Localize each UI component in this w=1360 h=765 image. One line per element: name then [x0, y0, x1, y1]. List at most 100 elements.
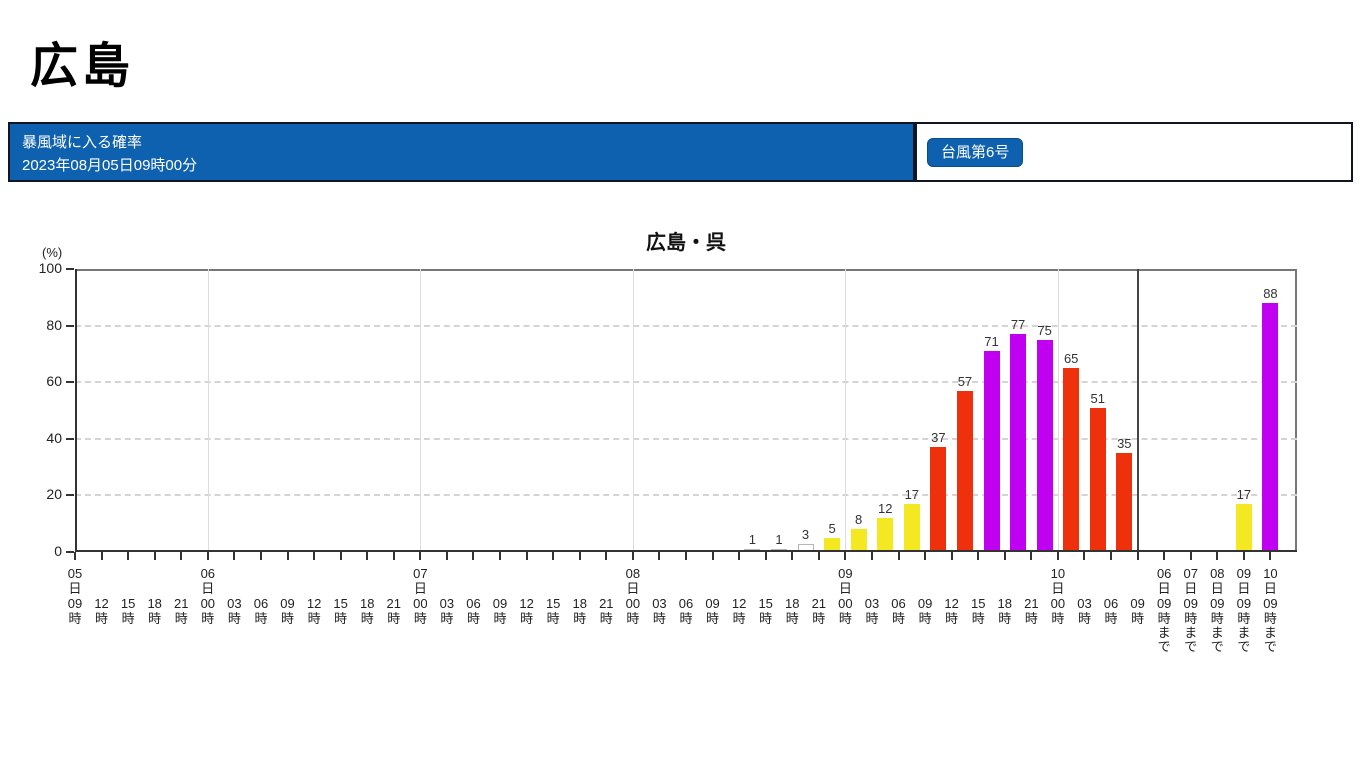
x-tick-label: 09 時 [280, 596, 295, 626]
y-axis-line [75, 269, 77, 552]
x-tick-label: 12 時 [306, 596, 322, 626]
typhoon-badge[interactable]: 台風第6号 [927, 137, 1024, 167]
plot-frame-right [1295, 269, 1297, 552]
x-tick-label: 06 時 [253, 596, 269, 626]
day-gridline [207, 269, 209, 552]
x-axis: 05 日 09 時 12 時 15 時 18 時 21 時 06 日 00 時 03 時 06 時 09 時… [68, 566, 1297, 686]
y-tick-label: 60 [46, 373, 62, 390]
bar-value-label: 65 [1063, 351, 1079, 367]
x-tick-label: 08 日 00 時 [625, 566, 641, 626]
x-tick-label: 09 時 [1130, 596, 1145, 626]
y-tick-label: 100 [38, 260, 62, 276]
x-tick-label: 10 日 00 時 [1050, 566, 1066, 626]
info-banner: 暴風域に入る確率 2023年08月05日09時00分 [8, 122, 915, 182]
x-tick-label: 07 日 00 時 [413, 566, 428, 626]
x-tick-label: 12 時 [519, 596, 534, 626]
x-tick-label: 06 時 [891, 596, 906, 626]
x-tick-label: 03 時 [227, 596, 242, 626]
y-gridline [75, 494, 1297, 497]
x-axis-line [75, 550, 1297, 552]
x-tick-label: 09 日 09 時まで [1236, 566, 1252, 654]
x-tick-mark [472, 552, 475, 560]
x-tick-mark [1083, 552, 1086, 560]
y-tick-mark [66, 437, 74, 440]
x-tick-mark [233, 552, 236, 560]
y-tick-mark [66, 381, 74, 384]
x-tick-mark [100, 552, 103, 560]
day-gridline [632, 269, 634, 552]
x-tick-mark [313, 552, 316, 560]
x-tick-mark [817, 552, 820, 560]
bar-hourly [956, 390, 973, 552]
x-tick-label: 21 時 [599, 596, 614, 626]
bar-cumulative [1235, 503, 1252, 552]
x-tick-mark [1242, 552, 1245, 560]
y-tick-mark [66, 494, 74, 497]
x-tick-label: 06 時 [466, 596, 481, 626]
y-tick-label: 0 [54, 543, 62, 559]
bar-value-label: 37 [931, 430, 946, 446]
bar-hourly [1063, 368, 1080, 552]
bar-hourly [1116, 452, 1133, 552]
x-tick-mark [711, 552, 714, 560]
x-tick-mark [1136, 552, 1139, 560]
y-gridline [75, 437, 1297, 440]
x-tick-label: 09 日 00 時 [838, 566, 853, 626]
x-tick-mark [870, 552, 873, 560]
bar-value-label: 71 [984, 334, 999, 350]
bar-hourly [850, 529, 867, 552]
x-tick-label: 15 時 [545, 596, 561, 626]
x-tick-mark [685, 552, 687, 560]
x-tick-mark [74, 552, 76, 560]
info-banner-title: 暴風域に入る確率 [22, 134, 143, 151]
x-tick-label: 06 日 00 時 [200, 566, 216, 626]
y-tick-label: 80 [46, 316, 62, 333]
bar-hourly [1089, 407, 1106, 552]
x-tick-mark [1216, 552, 1219, 560]
bar-value-label: 5 [828, 520, 836, 536]
x-tick-label: 12 時 [731, 596, 747, 626]
x-tick-mark [764, 552, 767, 560]
y-tick-mark [66, 268, 74, 270]
x-tick-mark [525, 552, 528, 560]
x-tick-label: 15 時 [758, 596, 773, 626]
x-tick-mark [153, 552, 156, 560]
x-tick-mark [578, 552, 581, 560]
y-gridline [75, 381, 1297, 384]
x-tick-mark [419, 552, 422, 560]
day-gridline [1057, 269, 1059, 552]
bar-value-label: 3 [801, 526, 810, 542]
info-banner-datetime: 2023年08月05日09時00分 [22, 157, 198, 174]
x-tick-label: 06 時 [678, 596, 694, 626]
bar-hourly [1036, 339, 1053, 552]
typhoon-tab-bar: 台風第6号 [915, 122, 1353, 182]
x-tick-mark [924, 552, 927, 560]
bar-hourly [930, 447, 947, 552]
chart-title: 広島・呉 [646, 232, 726, 254]
x-tick-mark [259, 552, 262, 560]
x-tick-label: 21 時 [386, 596, 402, 626]
x-tick-label: 18 時 [997, 596, 1013, 626]
x-tick-mark [658, 552, 661, 560]
y-tick-mark [66, 324, 74, 327]
x-tick-label: 18 時 [572, 596, 587, 626]
x-tick-label: 12 時 [94, 596, 109, 626]
day-gridline [845, 269, 847, 552]
bar-value-label: 77 [1010, 317, 1026, 333]
y-gridline [75, 324, 1297, 327]
x-tick-label: 09 時 [705, 596, 720, 626]
x-tick-label: 05 日 09 時 [67, 566, 83, 626]
y-tick-mark [66, 551, 74, 553]
bar-value-label: 17 [1236, 486, 1252, 502]
x-tick-label: 15 時 [970, 596, 986, 626]
x-tick-mark [738, 552, 741, 560]
x-tick-label: 03 時 [1077, 596, 1092, 626]
x-tick-mark [844, 552, 847, 560]
x-tick-label: 15 時 [120, 596, 136, 626]
x-tick-label: 06 日 09 時まで [1156, 566, 1172, 654]
bar-value-label: 1 [775, 532, 783, 548]
x-tick-mark [631, 552, 634, 560]
bar-hourly [877, 518, 894, 552]
x-tick-label: 15 時 [333, 596, 348, 626]
bar-hourly [983, 351, 1000, 552]
